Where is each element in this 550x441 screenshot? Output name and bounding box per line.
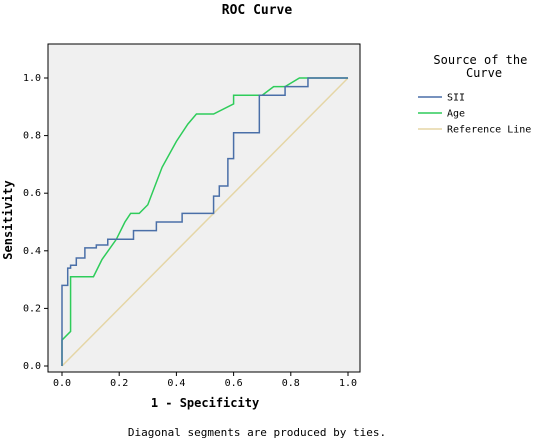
legend-title: Source of the Curve bbox=[433, 53, 534, 80]
x-axis-ticks: 0.0 0.2 0.4 0.6 0.8 1.0 bbox=[53, 372, 357, 389]
series-line-sii bbox=[61, 77, 348, 366]
legend-title-line: Curve bbox=[466, 66, 502, 80]
legend-label-age: Age bbox=[447, 109, 465, 120]
y-tick-label: 0.4 bbox=[23, 246, 41, 257]
y-axis-ticks: 0.0 0.2 0.4 0.6 0.8 1.0 bbox=[23, 73, 48, 372]
y-tick-label: 1.0 bbox=[23, 73, 41, 84]
y-tick-label: 0.2 bbox=[23, 303, 41, 314]
legend-label-reference-line: Reference Line bbox=[447, 125, 531, 136]
x-tick-label: 0.0 bbox=[53, 378, 71, 389]
y-tick-label: 0.8 bbox=[23, 131, 41, 142]
series-layer bbox=[61, 77, 349, 367]
x-tick-label: 0.8 bbox=[282, 378, 300, 389]
legend: Source of the Curve SII Age Reference Line bbox=[418, 53, 534, 136]
chart-title: ROC Curve bbox=[222, 3, 293, 18]
x-tick-label: 1.0 bbox=[339, 378, 357, 389]
y-tick-label: 0.6 bbox=[23, 188, 41, 199]
series-line-age bbox=[61, 77, 348, 366]
series-line-reference-line bbox=[61, 77, 349, 367]
plot-area bbox=[47, 43, 361, 373]
x-tick-label: 0.2 bbox=[110, 378, 128, 389]
x-tick-label: 0.4 bbox=[167, 378, 185, 389]
x-tick-label: 0.6 bbox=[225, 378, 243, 389]
footnote: Diagonal segments are produced by ties. bbox=[128, 426, 386, 439]
y-tick-label: 0.0 bbox=[23, 361, 41, 372]
x-axis-label: 1 - Specificity bbox=[151, 396, 259, 410]
y-axis-label: Sensitivity bbox=[1, 180, 15, 259]
legend-entries: SII Age Reference Line bbox=[418, 93, 531, 136]
legend-title-line: Source of the bbox=[433, 53, 527, 67]
legend-label-sii: SII bbox=[447, 93, 465, 104]
